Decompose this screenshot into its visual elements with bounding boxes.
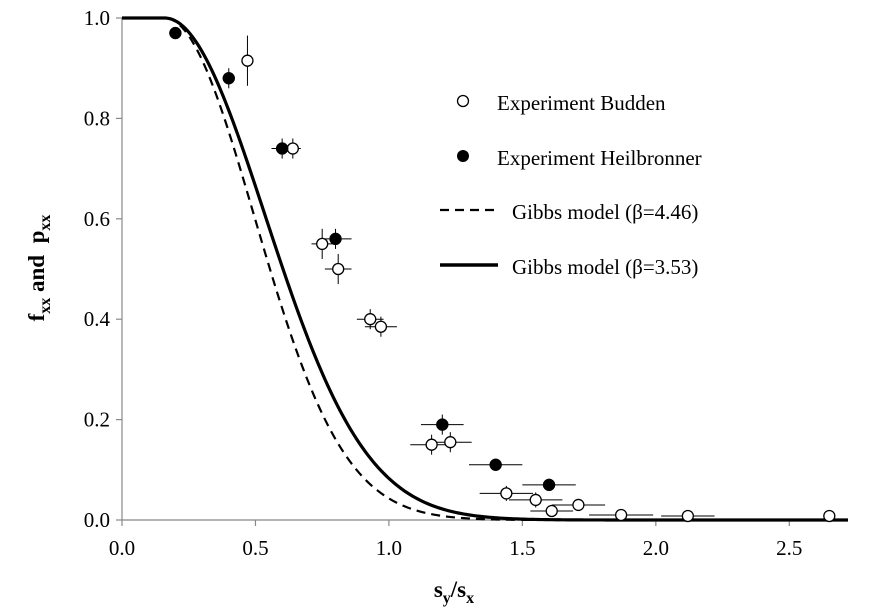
y-tick-label: 0.0 bbox=[84, 508, 110, 532]
heilbronner-point bbox=[169, 26, 182, 40]
budden-point bbox=[425, 438, 438, 451]
legend-marker-budden bbox=[456, 94, 470, 108]
budden-point bbox=[614, 508, 628, 522]
heilbronner-point bbox=[222, 71, 236, 85]
x-axis-title-sub2: x bbox=[466, 590, 474, 607]
budden-point bbox=[332, 262, 345, 276]
budden-point bbox=[316, 237, 329, 251]
y-tick-label: 0.4 bbox=[84, 307, 111, 331]
x-tick-label: 1.0 bbox=[376, 536, 402, 560]
y-axis-title-f: f bbox=[24, 313, 49, 321]
plot-area: 0.0 0.5 1.0 1.5 2.0 2.5 0.0 0.2 0.4 0.6 0.8 1.0 bbox=[84, 6, 848, 560]
y-ticks: 0.0 0.2 0.4 0.6 0.8 1.0 bbox=[84, 6, 122, 532]
budden-point bbox=[374, 320, 388, 333]
gibbs-curve-dashed bbox=[122, 16, 848, 522]
heilbronner-point bbox=[436, 418, 449, 431]
legend-label-budden: Experiment Budden bbox=[497, 91, 666, 115]
x-axis-title-sep: /s bbox=[450, 577, 466, 602]
heilbronner-point bbox=[329, 232, 342, 246]
y-axis-title-f-sub: xx bbox=[37, 298, 54, 314]
heilbronner-point bbox=[542, 478, 556, 492]
budden-point bbox=[444, 436, 457, 449]
x-axis-title-main: s bbox=[434, 577, 443, 602]
budden-point bbox=[500, 487, 513, 500]
x-tick-label: 1.5 bbox=[509, 536, 535, 560]
legend-marker-heilbronner bbox=[457, 150, 469, 162]
legend-label-gibbs-solid: Gibbs model (β=3.53) bbox=[512, 255, 698, 279]
budden-point bbox=[529, 493, 542, 507]
x-tick-label: 0.0 bbox=[109, 536, 135, 560]
x-axis-title-sub1: y bbox=[443, 590, 451, 607]
budden-point bbox=[823, 509, 836, 523]
budden-point bbox=[545, 504, 558, 518]
y-tick-label: 0.2 bbox=[84, 408, 110, 432]
heilbronner-point bbox=[275, 142, 289, 155]
legend: Experiment Budden Experiment Heilbronner… bbox=[440, 91, 702, 279]
legend-label-gibbs-dashed: Gibbs model (β=4.46) bbox=[512, 200, 698, 224]
x-ticks: 0.0 0.5 1.0 1.5 2.0 2.5 bbox=[109, 520, 802, 560]
x-tick-label: 2.5 bbox=[776, 536, 802, 560]
y-tick-label: 0.8 bbox=[84, 106, 110, 130]
heilbronner-point bbox=[489, 458, 502, 472]
gibbs-curve-solid bbox=[122, 16, 848, 522]
budden-point bbox=[572, 498, 585, 512]
y-tick-label: 1.0 bbox=[84, 6, 110, 30]
x-axis-title: sy/sx bbox=[434, 577, 474, 607]
y-axis-title-p-sub: xx bbox=[37, 215, 54, 231]
budden-point bbox=[364, 313, 377, 326]
y-axis-title-and: and bbox=[24, 243, 49, 297]
y-tick-label: 0.6 bbox=[84, 207, 110, 231]
x-tick-label: 0.5 bbox=[242, 536, 268, 560]
model-curves bbox=[122, 16, 848, 522]
x-tick-label: 2.0 bbox=[643, 536, 669, 560]
legend-label-heilbronner: Experiment Heilbronner bbox=[497, 146, 702, 170]
budden-point bbox=[681, 509, 695, 523]
budden-point bbox=[241, 54, 254, 67]
data-markers bbox=[169, 26, 836, 523]
budden-point bbox=[286, 142, 299, 155]
y-axis-title: fxx and pxx bbox=[24, 215, 54, 322]
y-axis-title-p: p bbox=[24, 231, 49, 244]
